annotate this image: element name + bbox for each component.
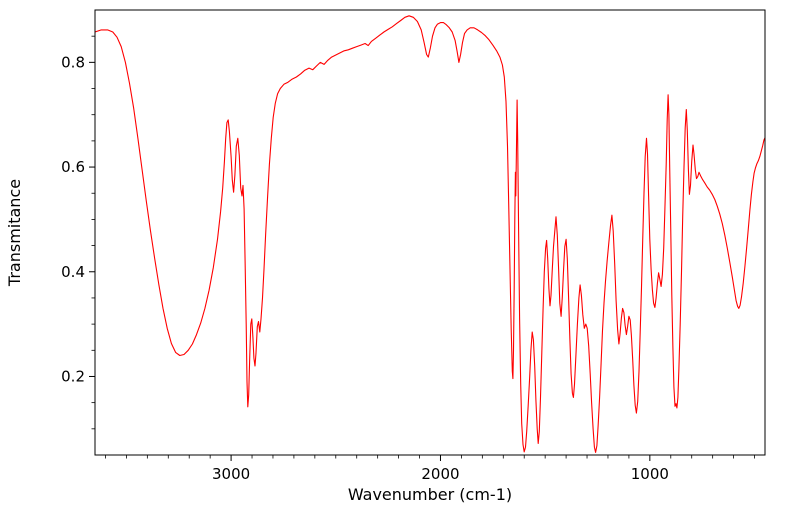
x-tick-label: 3000 [212,465,250,483]
spectrum-line [95,15,765,453]
x-axis-label: Wavenumber (cm-1) [348,485,512,504]
y-tick-label: 0.8 [61,53,85,71]
x-tick-label: 1000 [631,465,669,483]
y-tick-label: 0.6 [61,158,85,176]
y-tick-label: 0.2 [61,367,85,385]
x-tick-label: 2000 [421,465,459,483]
plot-area: 3000 2000 1000 0.2 0.4 0.6 0.8 [61,9,766,483]
plot-frame [94,9,766,456]
y-tick-label: 0.4 [61,263,85,281]
y-axis-label: Transmitance [5,179,24,287]
